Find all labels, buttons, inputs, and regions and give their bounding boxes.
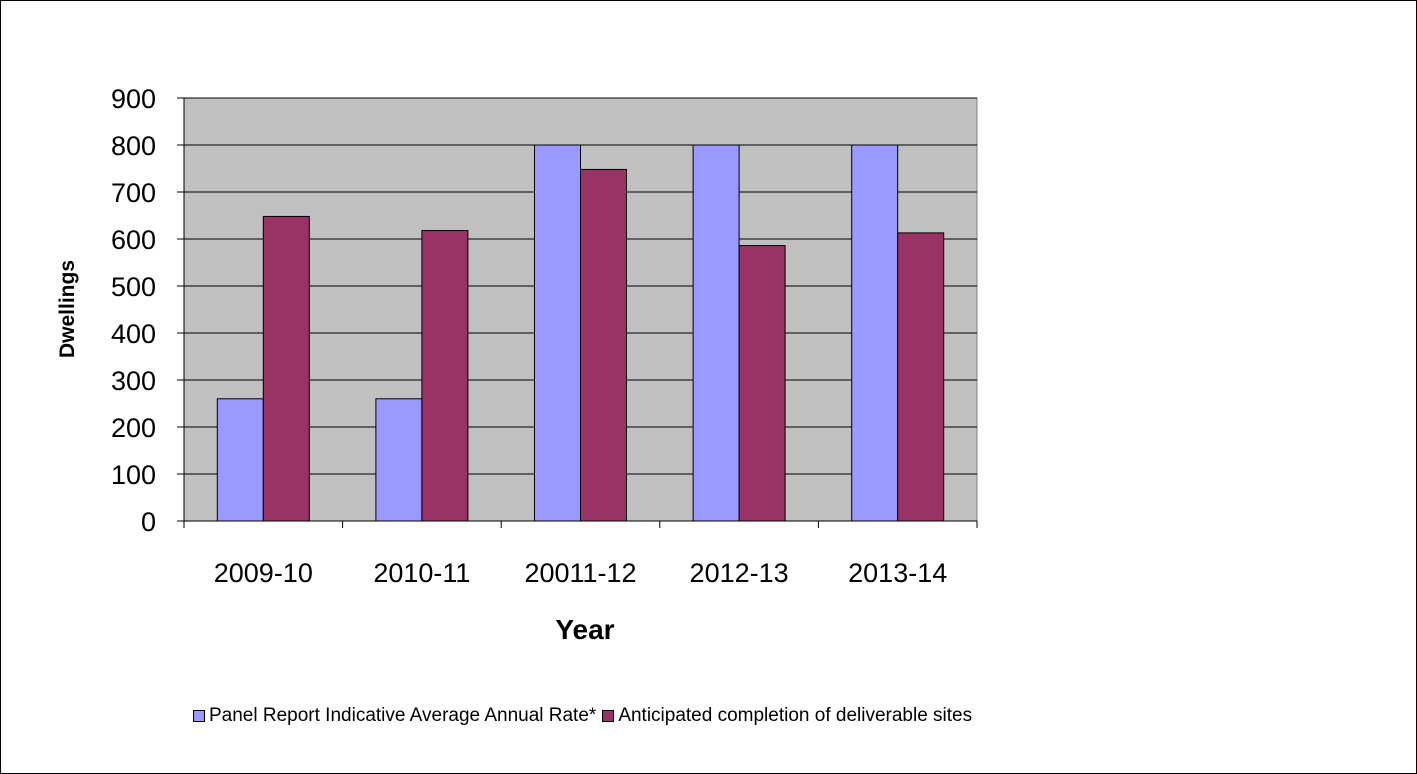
x-tick-label: 2013-14 — [848, 558, 947, 588]
legend-label: Anticipated completion of deliverable si… — [618, 705, 973, 726]
x-tick-label: 20011-12 — [524, 558, 636, 588]
y-tick-label: 400 — [111, 319, 156, 349]
bar-anticipated-completion — [897, 232, 945, 522]
legend-swatch — [602, 710, 615, 722]
y-tick-label: 900 — [111, 84, 156, 114]
bar-panel-report — [851, 144, 899, 522]
bar-anticipated-completion — [738, 245, 786, 522]
legend-label: Panel Report Indicative Average Annual R… — [209, 705, 597, 726]
x-tick-label: 2010-11 — [373, 558, 470, 588]
y-tick-label: 200 — [111, 413, 156, 443]
bar-panel-report — [534, 144, 581, 522]
bar-anticipated-completion — [580, 168, 627, 522]
y-tick-label: 700 — [111, 178, 156, 208]
x-tick-label: 2009-10 — [214, 558, 313, 588]
axes — [177, 97, 978, 528]
legend: Panel Report Indicative Average Annual R… — [193, 705, 978, 727]
y-tick-label: 0 — [141, 507, 156, 537]
x-axis-title: Year — [555, 614, 614, 645]
bars — [216, 144, 945, 522]
y-tick-label: 600 — [111, 225, 156, 255]
y-tick-label: 300 — [111, 366, 156, 396]
legend-item-panel-report: Panel Report Indicative Average Annual R… — [193, 705, 596, 727]
y-tick-label: 500 — [111, 272, 156, 302]
legend-swatch — [193, 710, 205, 722]
bar-anticipated-completion — [421, 230, 469, 522]
x-tick-label: 2012-13 — [690, 558, 789, 588]
bar-anticipated-completion — [262, 215, 310, 522]
bar-panel-report — [375, 398, 423, 522]
bar-panel-report — [692, 144, 740, 522]
y-tick-label: 800 — [111, 131, 156, 161]
x-tick-labels: 2009-10 2010-11 20011-12 2012-13 2013-14 — [214, 558, 947, 588]
bar-panel-report — [216, 398, 264, 522]
y-axis-title: Dwellings — [56, 260, 79, 358]
y-tick-label: 100 — [111, 460, 156, 490]
y-tick-labels: 0 100 200 300 400 500 600 700 800 900 — [111, 84, 156, 537]
legend-item-anticipated-completion: Anticipated completion of deliverable si… — [602, 705, 972, 727]
